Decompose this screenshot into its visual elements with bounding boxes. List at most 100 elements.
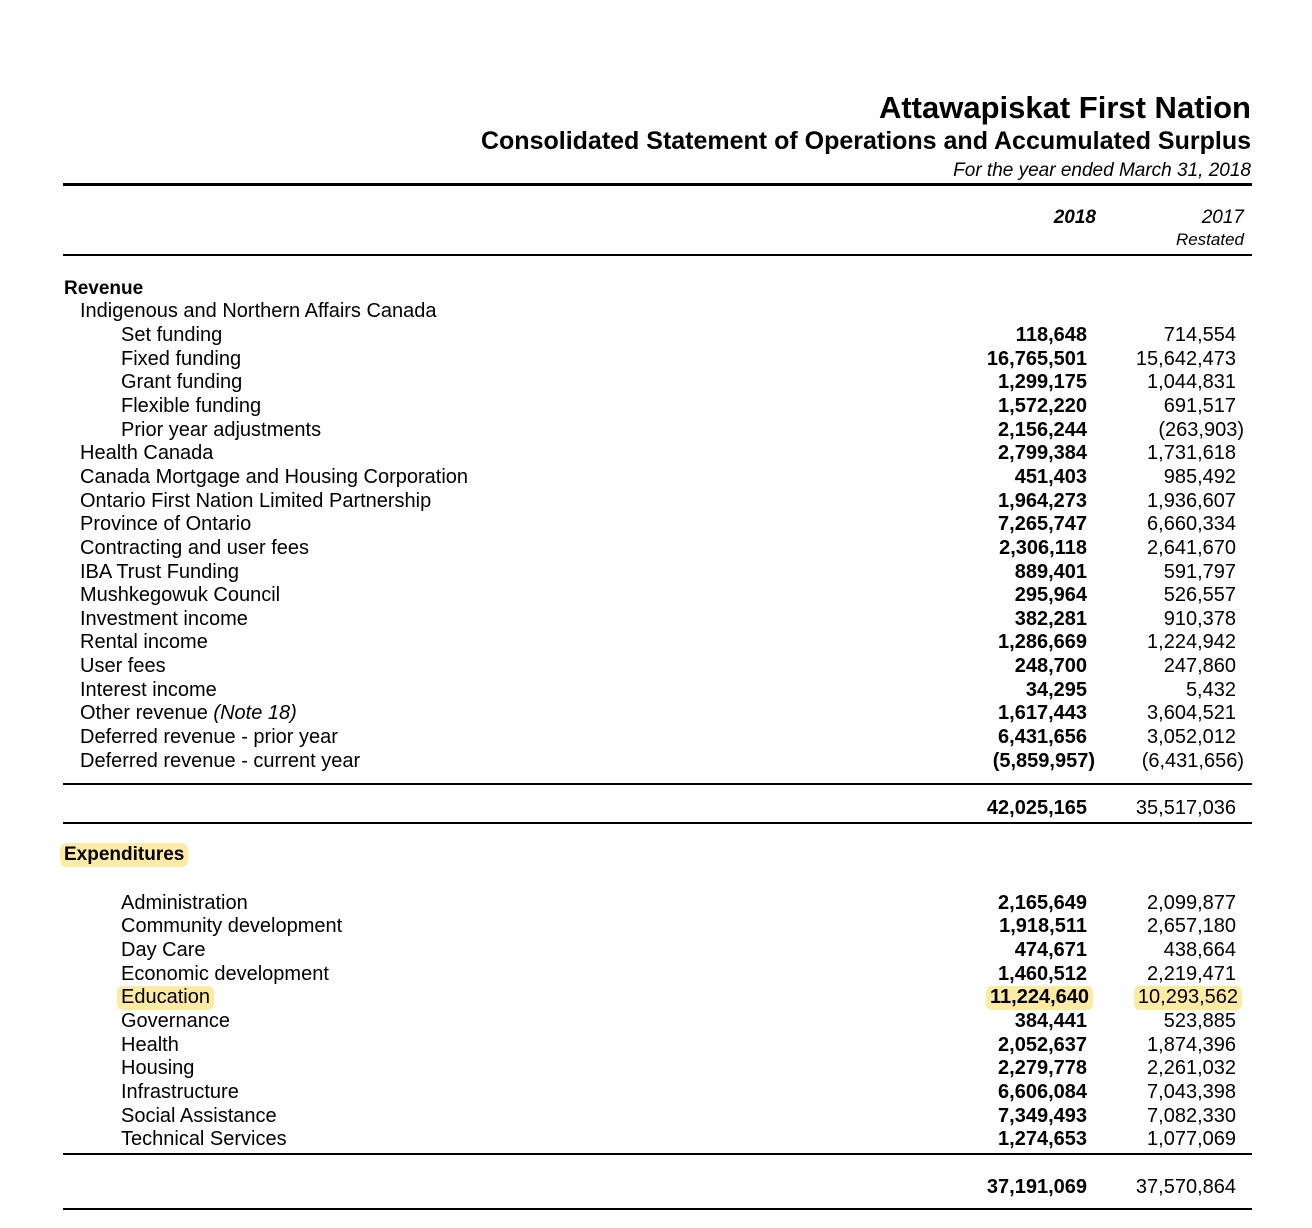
expenditures-total-2018: 37,191,069 [986, 1176, 1087, 1198]
column-header-2017: 2017 [1201, 207, 1244, 228]
expenditures-total-2017: 37,570,864 [1135, 1176, 1236, 1198]
statement-title: Consolidated Statement of Operations and… [480, 127, 1251, 155]
value-2017: 1,224,942 [1147, 631, 1236, 653]
value-2018: 295,964 [1014, 584, 1087, 606]
row-label: Grant funding [121, 371, 243, 393]
value-2017: 910,378 [1163, 608, 1236, 630]
value-2017: 2,641,670 [1147, 537, 1236, 559]
revenue-total-2018: 42,025,165 [986, 797, 1087, 819]
value-2017: 10,293,562 [1133, 986, 1242, 1010]
value-2018: 2,799,384 [998, 442, 1087, 464]
row-label: Economic development [121, 963, 329, 985]
value-2017: 714,554 [1163, 324, 1236, 346]
row-label: Investment income [80, 608, 248, 630]
value-2018: 6,606,084 [998, 1081, 1087, 1103]
value-2018: 1,274,653 [998, 1128, 1087, 1150]
row-label: Social Assistance [121, 1105, 277, 1127]
value-2018: (5,859,957) [992, 750, 1095, 772]
value-2017: 3,052,012 [1147, 726, 1236, 748]
row-label: Other revenue [80, 702, 208, 724]
row-label: Day Care [121, 939, 206, 961]
value-2018: 1,918,511 [999, 915, 1087, 937]
value-2018: 889,401 [1014, 561, 1087, 583]
value-2017: 2,099,877 [1147, 892, 1236, 914]
row-label: Canada Mortgage and Housing Corporation [80, 466, 469, 488]
value-2017: 1,936,607 [1147, 490, 1236, 512]
value-2017: 2,657,180 [1147, 915, 1236, 937]
value-2017: 2,261,032 [1147, 1057, 1236, 1079]
revenue-subtotal-rule [63, 783, 1252, 785]
value-2018: 118,648 [1015, 324, 1087, 346]
row-label: Interest income [80, 679, 217, 701]
row-label: User fees [80, 655, 166, 677]
value-2017: 247,860 [1163, 655, 1236, 677]
note-reference: (Note 18) [213, 702, 297, 724]
value-2017: 6,660,334 [1147, 513, 1236, 535]
value-2018: 2,279,778 [998, 1057, 1087, 1079]
row-label: Infrastructure [121, 1081, 239, 1103]
value-2018: 384,441 [1014, 1010, 1087, 1032]
column-header-restated: Restated [1175, 230, 1244, 249]
value-2017: 1,077,069 [1147, 1128, 1236, 1150]
value-2017: 1,874,396 [1147, 1034, 1236, 1056]
row-label: Health [121, 1034, 179, 1056]
value-2018: 248,700 [1014, 655, 1087, 677]
statement-period: For the year ended March 31, 2018 [953, 160, 1251, 181]
column-header-2018: 2018 [1053, 207, 1096, 228]
row-label: Prior year adjustments [121, 419, 322, 441]
value-2018: 16,765,501 [986, 348, 1087, 370]
value-2018: 474,671 [1014, 939, 1087, 961]
row-label: Technical Services [121, 1128, 287, 1150]
inac-group-label: Indigenous and Northern Affairs Canada [80, 300, 437, 322]
row-label: Community development [121, 915, 343, 937]
expenditures-total-rule [63, 1208, 1252, 1210]
row-label: Ontario First Nation Limited Partnership [80, 490, 432, 512]
row-label: Set funding [121, 324, 223, 346]
value-2017: (263,903) [1158, 419, 1244, 441]
value-2017: 1,731,618 [1147, 442, 1236, 464]
expenditures-section-title: Expenditures [60, 843, 189, 867]
row-label: Province of Ontario [80, 513, 252, 535]
row-label: Mushkegowuk Council [80, 584, 281, 606]
value-2017: 5,432 [1185, 679, 1236, 701]
row-label: Fixed funding [121, 348, 242, 370]
value-2017: 438,664 [1163, 939, 1236, 961]
revenue-total-2017: 35,517,036 [1135, 797, 1236, 819]
value-2018: 1,460,512 [998, 963, 1087, 985]
value-2018: 2,052,637 [998, 1034, 1087, 1056]
expenditures-subtotal-rule [63, 1153, 1252, 1155]
row-label: Rental income [80, 631, 208, 653]
value-2017: 526,557 [1163, 584, 1236, 606]
row-label: Education [117, 986, 214, 1010]
revenue-total-rule [63, 822, 1252, 824]
value-2018: 1,299,175 [998, 371, 1087, 393]
row-label: Administration [121, 892, 248, 914]
value-2017: 691,517 [1163, 395, 1236, 417]
row-label: IBA Trust Funding [80, 561, 239, 583]
value-2017: 7,043,398 [1147, 1081, 1236, 1103]
value-2018: 1,617,443 [998, 702, 1087, 724]
column-header-rule [63, 254, 1252, 256]
value-2018: 2,306,118 [999, 537, 1087, 559]
row-label: Housing [121, 1057, 195, 1079]
row-label: Flexible funding [121, 395, 262, 417]
value-2017: 2,219,471 [1147, 963, 1236, 985]
row-label: Health Canada [80, 442, 214, 464]
value-2017: 985,492 [1163, 466, 1236, 488]
value-2017: 3,604,521 [1147, 702, 1236, 724]
value-2018: 382,281 [1014, 608, 1087, 630]
revenue-section-title: Revenue [64, 278, 144, 299]
value-2018: 6,431,656 [998, 726, 1087, 748]
value-2018: 2,165,649 [998, 892, 1087, 914]
value-2018: 34,295 [1025, 679, 1087, 701]
value-2018: 1,964,273 [998, 490, 1087, 512]
value-2018: 7,265,747 [998, 513, 1087, 535]
value-2017: 7,082,330 [1147, 1105, 1236, 1127]
organization-name: Attawapiskat First Nation [878, 90, 1251, 125]
value-2018: 1,572,220 [998, 395, 1087, 417]
row-label-group: Other revenue (Note 18) [80, 702, 297, 726]
header-rule [63, 183, 1252, 186]
row-label: Contracting and user fees [80, 537, 310, 559]
row-label: Deferred revenue - current year [80, 750, 361, 772]
value-2018: 1,286,669 [998, 631, 1087, 653]
